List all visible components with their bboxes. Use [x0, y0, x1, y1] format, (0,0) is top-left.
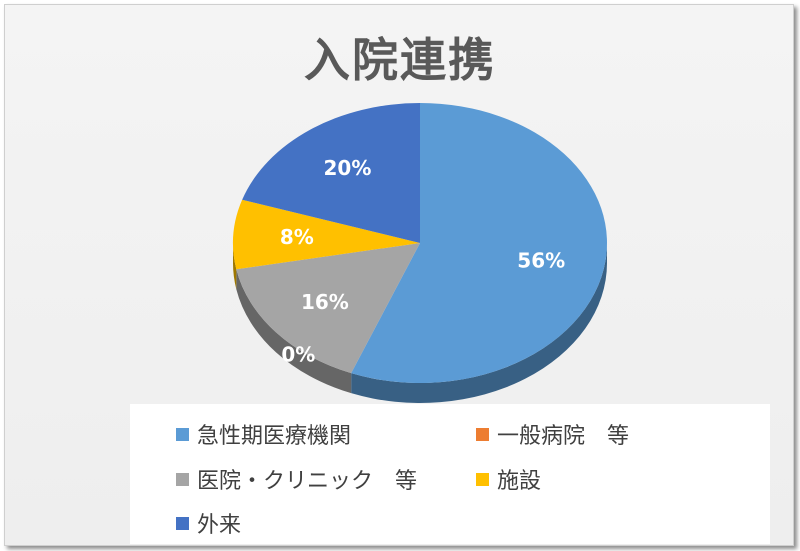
legend-swatch: [176, 516, 189, 530]
legend-item-outpatient: 外来: [176, 507, 241, 539]
pie-data-labels: 56% 0% 16% 8% 20%: [280, 156, 565, 366]
pie-side-2: [236, 269, 352, 394]
data-label-1: 0%: [281, 343, 315, 367]
legend-swatch: [176, 472, 189, 486]
data-label-4: 20%: [324, 156, 372, 180]
data-label-2: 16%: [301, 290, 349, 314]
legend-label: 一般病院 等: [497, 424, 630, 449]
pie-slice-2: [236, 243, 420, 374]
legend-label: 急性期医療機関: [197, 424, 352, 449]
pie-slice-4: [242, 103, 420, 243]
legend-swatch: [476, 427, 489, 441]
legend-label: 医院・クリニック 等: [197, 469, 418, 494]
legend-swatch: [176, 427, 189, 441]
legend-item-acute-care: 急性期医療機関: [176, 418, 351, 450]
data-label-0: 56%: [517, 248, 565, 272]
chart-title: 入院連携: [304, 33, 496, 87]
pie-slice-3: [233, 199, 420, 270]
legend-item-facility: 施設: [476, 463, 541, 495]
legend-label: 施設: [497, 469, 542, 494]
data-label-3: 8%: [280, 225, 314, 249]
pie-side-0: [351, 243, 607, 403]
pie-depth-layer: [233, 243, 607, 403]
pie-side-3: [233, 243, 237, 290]
legend-item-clinic: 医院・クリニック 等: [176, 463, 417, 495]
legend-item-general-hospital: 一般病院 等: [476, 418, 629, 450]
pie-slices: [233, 103, 608, 383]
pie-slice-0: [351, 103, 608, 383]
legend-swatch: [476, 472, 489, 486]
legend: 急性期医療機関 一般病院 等 医院・クリニック 等 施設 外来: [130, 404, 770, 544]
legend-label: 外来: [197, 513, 242, 538]
